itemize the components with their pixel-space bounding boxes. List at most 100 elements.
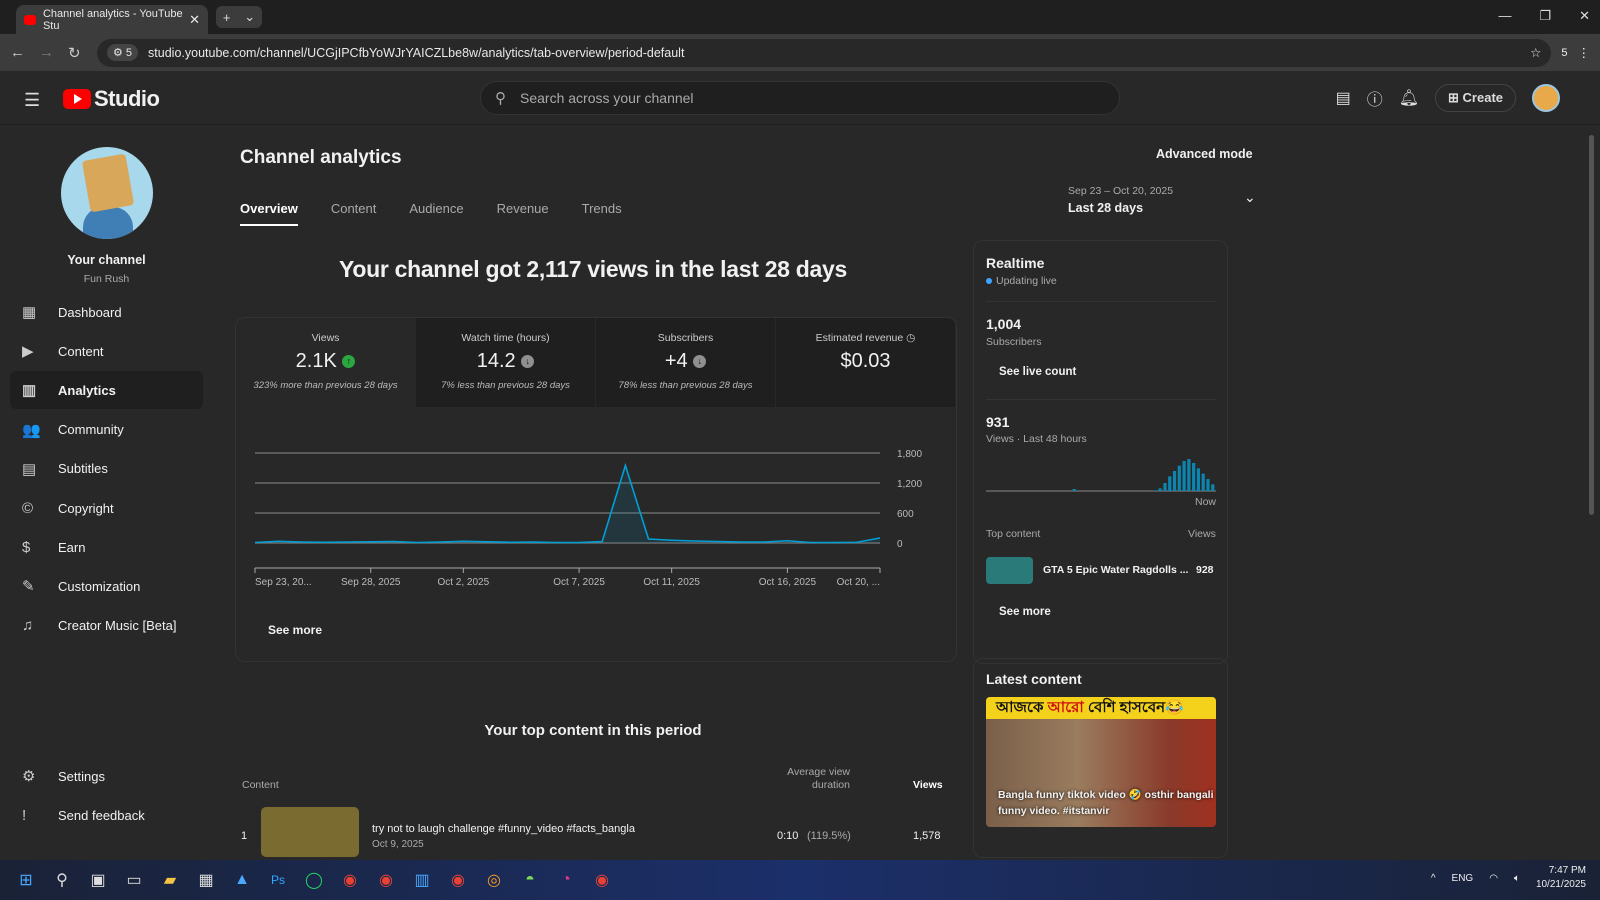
advanced-mode-button[interactable]: Advanced mode	[1156, 147, 1253, 161]
url-field[interactable]: ⚙ 5 studio.youtube.com/channel/UCGjIPCfbY…	[97, 38, 1552, 67]
metric-views[interactable]: Views 2.1K ↑ 323% more than previous 28 da…	[236, 318, 416, 407]
sidebar-item-earn[interactable]: $ Earn	[10, 528, 203, 566]
search-icon[interactable]: ⚲	[56, 872, 68, 889]
file-explorer-icon[interactable]: ▰	[163, 872, 177, 889]
y-tick-label: 1,800	[897, 449, 922, 460]
date-range-picker[interactable]: Sep 23 – Oct 20, 2025 Last 28 days ⌄	[1068, 185, 1256, 215]
extensions-count[interactable]: 5	[1561, 46, 1568, 59]
reload-icon[interactable]: ↻	[68, 44, 81, 62]
whatsapp-icon[interactable]: ◯	[305, 872, 323, 889]
realtime-see-more-button[interactable]: See more	[986, 600, 1064, 624]
create-button[interactable]: ⊞ Create	[1435, 84, 1516, 112]
forward-icon[interactable]: →	[39, 44, 54, 61]
video-thumbnail[interactable]	[261, 807, 359, 857]
language-indicator[interactable]: ENG	[1451, 872, 1474, 884]
banner-text-b: আরো	[1047, 699, 1084, 716]
sidebar-item-subtitles[interactable]: ▤ Subtitles	[10, 450, 203, 488]
sidebar-item-label: Copyright	[58, 500, 114, 516]
realtime-bar	[1177, 465, 1181, 491]
top-content-title[interactable]: GTA 5 Epic Water Ragdolls ...	[1043, 564, 1189, 576]
plus-icon[interactable]: +	[222, 9, 231, 25]
avd-percent: (119.5%)	[807, 830, 851, 842]
new-tab-button[interactable]: + ⌄	[216, 6, 262, 28]
volume-icon[interactable]: 🔈︎	[1513, 872, 1520, 884]
site-info-button[interactable]: ⚙ 5	[107, 44, 139, 61]
chrome-icon[interactable]: ◉	[379, 872, 393, 889]
metric-estimated[interactable]: Estimated revenue ◷ $0.03	[776, 318, 956, 407]
bell-icon[interactable]: 🔔︎	[1398, 90, 1420, 107]
chevron-down-icon[interactable]: ⌄	[1244, 189, 1256, 205]
search-input[interactable]: ⚲ Search across your channel	[480, 81, 1120, 115]
search-placeholder: Search across your channel	[520, 90, 694, 106]
metric-subscribers[interactable]: Subscribers +4 ↓ 78% less than previous 28…	[596, 318, 776, 407]
tab-trends[interactable]: Trends	[581, 201, 622, 216]
see-live-count-button[interactable]: See live count	[986, 360, 1090, 384]
scrollbar[interactable]	[1584, 125, 1600, 860]
tab-audience[interactable]: Audience	[409, 201, 464, 216]
realtime-bar	[1153, 490, 1157, 491]
tab-content[interactable]: Content	[330, 201, 377, 216]
wifi-icon[interactable]: ◠	[1489, 872, 1498, 884]
subscribers-label: Subscribers	[986, 336, 1042, 348]
notepad-icon[interactable]: ▥	[414, 872, 430, 889]
chevron-down-icon[interactable]: ⌄	[244, 9, 256, 24]
star-icon[interactable]: ☆	[1530, 46, 1542, 60]
table-row[interactable]: 1 try not to laugh challenge #funny_vide…	[241, 807, 951, 857]
sidebar-item-customization[interactable]: ✎ Customization	[10, 567, 203, 605]
comments-icon[interactable]: ▤	[1335, 90, 1351, 107]
restore-icon[interactable]: ❐	[1539, 8, 1552, 23]
metric-watch[interactable]: Watch time (hours) 14.2 ↓ 7% less than pre…	[416, 318, 596, 407]
sidebar-item-creator[interactable]: ♫ Creator Music [Beta]	[10, 607, 203, 645]
task-view-icon[interactable]: ▣	[90, 872, 106, 889]
latest-video-thumbnail[interactable]: আজকে আরো বেশি হাসবেন😂 Bangla funny tikto…	[986, 697, 1216, 827]
browser-tab[interactable]: Channel analytics - YouTube Stu ✕	[16, 5, 208, 34]
app-icon[interactable]: ◎	[487, 872, 501, 889]
photoshop-icon[interactable]: Ps	[270, 873, 285, 887]
taskbar: ⊞ ⚲ ▣ ▭ ▰ ▦ ▲ Ps ◯ ◉ ◉ ▥ ◉ ◎ ◓ ◔ ◉ ^ ENG…	[0, 860, 1600, 900]
see-more-button[interactable]: See more	[268, 623, 323, 637]
sidebar-item-send[interactable]: ! Send feedback	[10, 796, 203, 834]
realtime-bar	[1192, 463, 1196, 491]
tab-overview[interactable]: Overview	[240, 201, 298, 226]
y-tick-label: 0	[897, 539, 903, 550]
tab-revenue[interactable]: Revenue	[496, 201, 549, 216]
chevron-up-icon[interactable]: ^	[1430, 872, 1436, 884]
sidebar-item-label: Analytics	[58, 382, 116, 398]
avd-column-header[interactable]: Average view duration	[787, 766, 850, 791]
channel-avatar[interactable]	[61, 147, 153, 239]
sidebar-item-analytics[interactable]: ▥ Analytics	[10, 371, 203, 410]
app-icon[interactable]: ◓	[525, 871, 535, 888]
close-tab-icon[interactable]: ✕	[189, 11, 200, 27]
account-avatar[interactable]	[1532, 84, 1560, 112]
photos-icon[interactable]: ▲	[234, 871, 250, 888]
chrome-icon[interactable]: ◉	[595, 872, 609, 889]
views-column-header[interactable]: Views	[913, 779, 943, 791]
chrome-icon[interactable]: ◉	[451, 872, 465, 889]
sidebar-item-dashboard[interactable]: ▦ Dashboard	[10, 293, 203, 331]
video-title[interactable]: try not to laugh challenge #funny_video …	[372, 823, 635, 835]
x-tick-label: Sep 23, 20...	[255, 577, 312, 588]
terminal-icon[interactable]: ▭	[126, 872, 142, 889]
live-status: Updating live	[986, 275, 1057, 287]
close-window-icon[interactable]: ✕	[1579, 8, 1590, 23]
store-icon[interactable]: ▦	[198, 872, 214, 889]
back-icon[interactable]: ←	[10, 44, 25, 61]
hamburger-menu-icon[interactable]: ☰	[24, 90, 41, 110]
sidebar-item-community[interactable]: 👥 Community	[10, 411, 203, 449]
menu-icon[interactable]: ⋮	[1577, 46, 1591, 60]
sidebar-item-copyright[interactable]: © Copyright	[10, 489, 203, 527]
sidebar-item-settings[interactable]: ⚙ Settings	[10, 757, 203, 795]
studio-logo[interactable]: Studio	[63, 86, 160, 112]
sidebar-item-content[interactable]: ▶ Content	[10, 332, 203, 370]
windows-start-icon[interactable]: ⊞	[19, 872, 33, 889]
chrome-icon[interactable]: ◉	[343, 872, 357, 889]
help-icon[interactable]: ⓘ	[1366, 92, 1383, 109]
realtime-card: Realtime Updating live 1,004 Subscribers…	[973, 240, 1228, 664]
headline: Your channel got 2,117 views in the last…	[339, 256, 847, 282]
top-content-thumbnail[interactable]	[986, 557, 1033, 584]
clock[interactable]: 7:47 PM 10/21/2025	[1536, 864, 1586, 892]
video-date: Oct 9, 2025	[372, 839, 424, 850]
app-icon[interactable]: ◔	[561, 871, 571, 888]
series-line	[254, 462, 881, 544]
minimize-icon[interactable]: —	[1498, 8, 1512, 23]
